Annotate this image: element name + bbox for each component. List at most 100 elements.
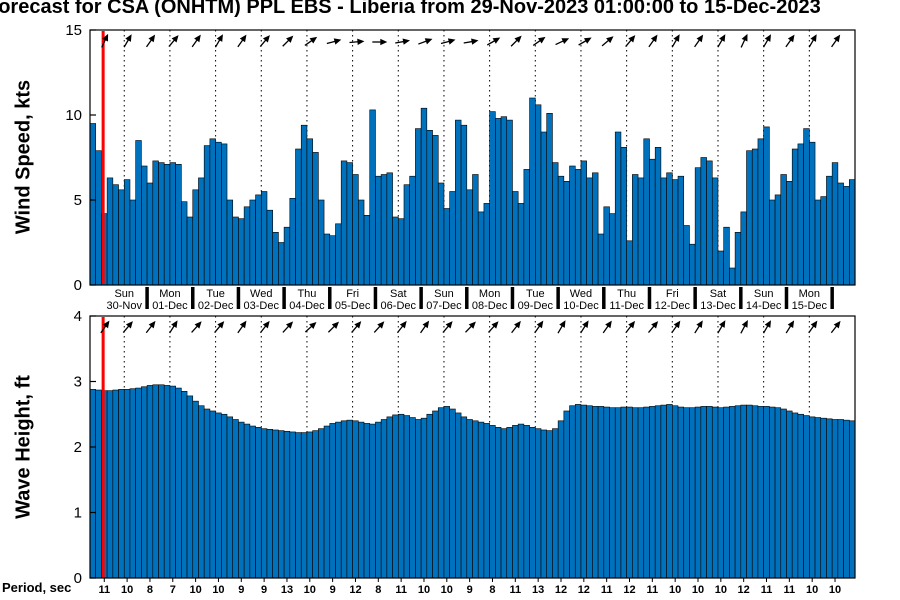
arrow-head [468, 321, 476, 329]
wind-bar [826, 175, 833, 286]
wind-bar [432, 135, 439, 286]
arrow-head [514, 35, 522, 43]
wave-plot: 0 1 2 3 4 [74, 308, 856, 587]
wind-bar [791, 148, 799, 286]
day-date-label: 04-Dec [289, 300, 325, 312]
arrow-head [606, 36, 614, 44]
wave-bar [460, 416, 468, 579]
wave-bar [574, 404, 582, 579]
wind-bar [198, 177, 205, 286]
wind-bar [643, 138, 650, 286]
wind-bar [534, 104, 542, 286]
wind-direction-arrow-icon [418, 38, 433, 45]
wave-bar [706, 406, 713, 579]
wind-bar [409, 175, 416, 286]
wave-bar [312, 430, 319, 579]
wave-bar [483, 423, 490, 579]
wind-bar [717, 250, 724, 286]
period-value: 11 [601, 584, 613, 596]
wave-bar [158, 384, 165, 579]
wind-bar [112, 184, 119, 286]
day-weekday-label: Tue [526, 288, 545, 300]
wind-bar [495, 118, 502, 286]
arrow-head [471, 38, 479, 45]
wind-bar [689, 243, 696, 286]
wave-direction-arrow-icon [511, 320, 521, 334]
wave-bar [500, 428, 508, 579]
period-value: 13 [281, 584, 293, 596]
wind-bar [506, 119, 513, 286]
day-thick-tick [373, 287, 378, 309]
arrow-head [650, 34, 658, 43]
day-weekday-label: Fri [666, 288, 679, 300]
wind-direction-arrow-icon [259, 35, 270, 48]
wind-bar [683, 225, 690, 286]
arrow-head [537, 36, 546, 44]
day-date-label: 30-Nov [107, 300, 143, 312]
wave-bar [557, 420, 565, 579]
y-tick-label: 0 [74, 277, 82, 294]
arrow-head [262, 320, 270, 329]
wave-bar [803, 415, 810, 579]
wind-direction-arrow-icon [145, 34, 156, 48]
day-thick-tick [693, 287, 697, 309]
wind-bar [632, 174, 639, 286]
wave-bar [677, 406, 685, 579]
wind-bar [483, 203, 490, 286]
wind-bar [426, 130, 433, 286]
wave-direction-arrow-icon [169, 320, 178, 334]
wave-bar [734, 405, 742, 579]
period-value: 8 [147, 584, 153, 596]
wind-direction-arrow-icon [785, 34, 795, 48]
wind-bar [557, 175, 565, 286]
period-axis: 11 10 8 7 10 10 9 9 13 10 9 12 8 11 10 10 9 8 11 13 12 12 11 12… [98, 578, 841, 596]
wind-bar [123, 179, 131, 286]
wave-bar [489, 425, 496, 579]
day-weekday-label: Thu [297, 288, 316, 300]
arrow-head [764, 34, 772, 42]
period-value: 10 [304, 584, 316, 596]
wave-bar [831, 419, 839, 579]
wave-bar [649, 406, 656, 579]
day-thick-tick [647, 287, 652, 309]
wind-bar [358, 199, 365, 286]
wave-bar [529, 427, 536, 579]
wind-bar [95, 150, 102, 286]
wind-bar [89, 123, 97, 286]
arrow-head [331, 321, 339, 329]
wind-bar [809, 141, 816, 286]
wave-bar [300, 432, 308, 579]
wave-bar [432, 410, 439, 579]
day-weekday-label: Sun [754, 288, 774, 300]
period-value: 7 [170, 584, 176, 596]
wind-bar [609, 213, 616, 286]
wind-bar [546, 113, 553, 286]
arrow-head [148, 320, 156, 329]
arrow-head [445, 321, 453, 329]
arrow-head [833, 320, 841, 329]
wind-direction-arrow-icon [304, 36, 318, 46]
wind-bar [221, 143, 228, 286]
day-date-label: 06-Dec [381, 300, 417, 312]
wind-direction-arrow-icon [123, 34, 132, 48]
wind-bar [169, 162, 176, 286]
wind-bar [346, 162, 353, 286]
day-weekday-label: Fri [346, 288, 359, 300]
arrow-head [309, 36, 318, 44]
day-weekday-label: Wed [250, 288, 272, 300]
wave-bar [152, 384, 159, 579]
wind-bar [272, 232, 279, 286]
wind-bar [580, 160, 587, 286]
wave-direction-arrow-icon [740, 320, 748, 334]
wind-direction-arrow-icon [648, 34, 658, 48]
arrow-head [536, 320, 544, 329]
wave-bar [135, 387, 142, 579]
wave-direction-arrow-icon [625, 320, 636, 334]
wind-bar [592, 172, 599, 286]
wave-bar [540, 429, 548, 579]
wave-bar [209, 410, 216, 579]
wind-direction-arrow-icon [740, 33, 748, 48]
wave-bar [626, 406, 633, 579]
wave-bar [820, 417, 827, 579]
wave-bar [238, 421, 245, 579]
